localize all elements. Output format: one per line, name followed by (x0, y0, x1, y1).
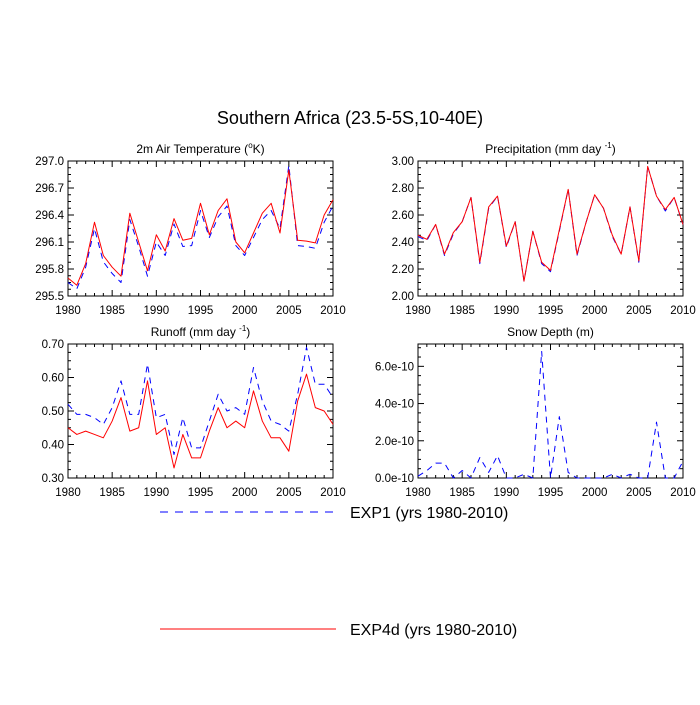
y-tick-label: 296.7 (35, 183, 64, 195)
series-line-exp1 (67, 346, 334, 456)
panel-title: 2m Air Temperature (oK) (136, 141, 264, 156)
series-line-exp1 (417, 350, 684, 479)
panel-title-degree: o (248, 141, 253, 150)
y-tick-label: 2.0e-10 (375, 436, 414, 448)
legend-label-exp4d: EXP4d (yrs 1980-2010) (350, 622, 517, 639)
panel-air-temperature: 2m Air Temperature (oK) 1980 1985 1990 1995 2… (35, 141, 346, 317)
x-tick-label: 1995 (188, 487, 214, 499)
y-tick-label: 2.20 (392, 264, 414, 276)
panel-title-name: Runoff ( (151, 325, 193, 339)
x-tick-label: 1985 (449, 487, 475, 499)
y-tick-label: 297.0 (35, 156, 64, 168)
panel-title-unit: mm day (193, 325, 239, 339)
series-line-exp1 (67, 165, 334, 290)
x-tick-label: 2000 (582, 305, 608, 317)
x-tick-label: 2010 (670, 487, 696, 499)
x-tick-label: 2000 (232, 487, 258, 499)
panel-title-name: Precipitation ( (485, 142, 558, 156)
panel-title-exponent: -1 (239, 324, 247, 333)
panel-title-exponent: -1 (605, 141, 613, 150)
x-tick-label: 1985 (449, 305, 475, 317)
y-tick-label: 0.30 (42, 473, 64, 485)
panel-precipitation: Precipitation (mm day -1) 1980 1985 1990 199… (392, 141, 696, 317)
x-tick-label: 2000 (582, 487, 608, 499)
plot-frame (417, 343, 684, 479)
panel-snow-depth: Snow Depth (m) 1980 1985 1990 1995 2000 2005 20… (375, 325, 696, 499)
y-tick-label: 2.00 (392, 291, 414, 303)
x-tick-label: 2010 (320, 487, 346, 499)
panel-runoff: Runoff (mm day -1) 1980 1985 1990 1995 2000 20… (42, 324, 346, 499)
x-tick-label: 2005 (626, 487, 652, 499)
y-tick-label: 4.0e-10 (375, 399, 414, 411)
y-tick-label: 2.60 (392, 210, 414, 222)
y-tick-label: 295.5 (35, 291, 64, 303)
legend-label-exp1: EXP1 (yrs 1980-2010) (350, 505, 508, 522)
x-tick-label: 2000 (232, 305, 258, 317)
x-tick-label: 2005 (276, 305, 302, 317)
y-tick-label: 3.00 (392, 156, 414, 168)
series-line-exp4d (67, 373, 334, 469)
x-tick-label: 1985 (99, 487, 125, 499)
y-tick-label: 295.8 (35, 264, 64, 276)
panel-title-close: ) (246, 325, 250, 339)
x-tick-label: 1980 (55, 305, 81, 317)
series-line-exp4d (67, 169, 334, 286)
y-tick-label: 0.70 (42, 339, 64, 351)
y-tick-label: 6.0e-10 (375, 361, 414, 373)
y-tick-label: 0.50 (42, 406, 64, 418)
panel-title-close: ) (612, 142, 616, 156)
y-tick-label: 296.1 (35, 237, 64, 249)
y-tick-label: 2.80 (392, 183, 414, 195)
legend: EXP1 (yrs 1980-2010) EXP4d (yrs 1980-201… (160, 505, 517, 639)
plot-frame (67, 160, 334, 297)
panel-title-unit: K) (253, 142, 265, 156)
x-tick-label: 1980 (405, 305, 431, 317)
x-tick-label: 2005 (276, 487, 302, 499)
panel-title-unit: mm day (559, 142, 605, 156)
x-tick-label: 1980 (55, 487, 81, 499)
x-tick-label: 1980 (405, 487, 431, 499)
series-line-exp4d (417, 165, 684, 282)
series-line-exp1 (417, 165, 684, 282)
x-tick-label: 2010 (670, 305, 696, 317)
x-tick-label: 1990 (144, 305, 170, 317)
x-tick-label: 1995 (538, 487, 564, 499)
figure-title: Southern Africa (23.5-5S,10-40E) (217, 108, 483, 128)
x-tick-label: 1995 (538, 305, 564, 317)
panel-title: Snow Depth (m) (507, 325, 594, 339)
panel-title: Runoff (mm day -1) (151, 324, 251, 339)
panel-title: Precipitation (mm day -1) (485, 141, 616, 156)
x-tick-label: 2010 (320, 305, 346, 317)
y-tick-label: 0.0e-10 (375, 473, 414, 485)
y-tick-label: 0.40 (42, 440, 64, 452)
x-tick-label: 1990 (494, 487, 520, 499)
x-tick-label: 1990 (494, 305, 520, 317)
y-tick-label: 0.60 (42, 373, 64, 385)
x-tick-label: 1995 (188, 305, 214, 317)
x-tick-label: 1990 (144, 487, 170, 499)
panel-title-name: 2m Air Temperature ( (136, 142, 248, 156)
x-tick-label: 2005 (626, 305, 652, 317)
y-tick-label: 296.4 (35, 210, 64, 222)
y-tick-label: 2.40 (392, 237, 414, 249)
x-tick-label: 1985 (99, 305, 125, 317)
